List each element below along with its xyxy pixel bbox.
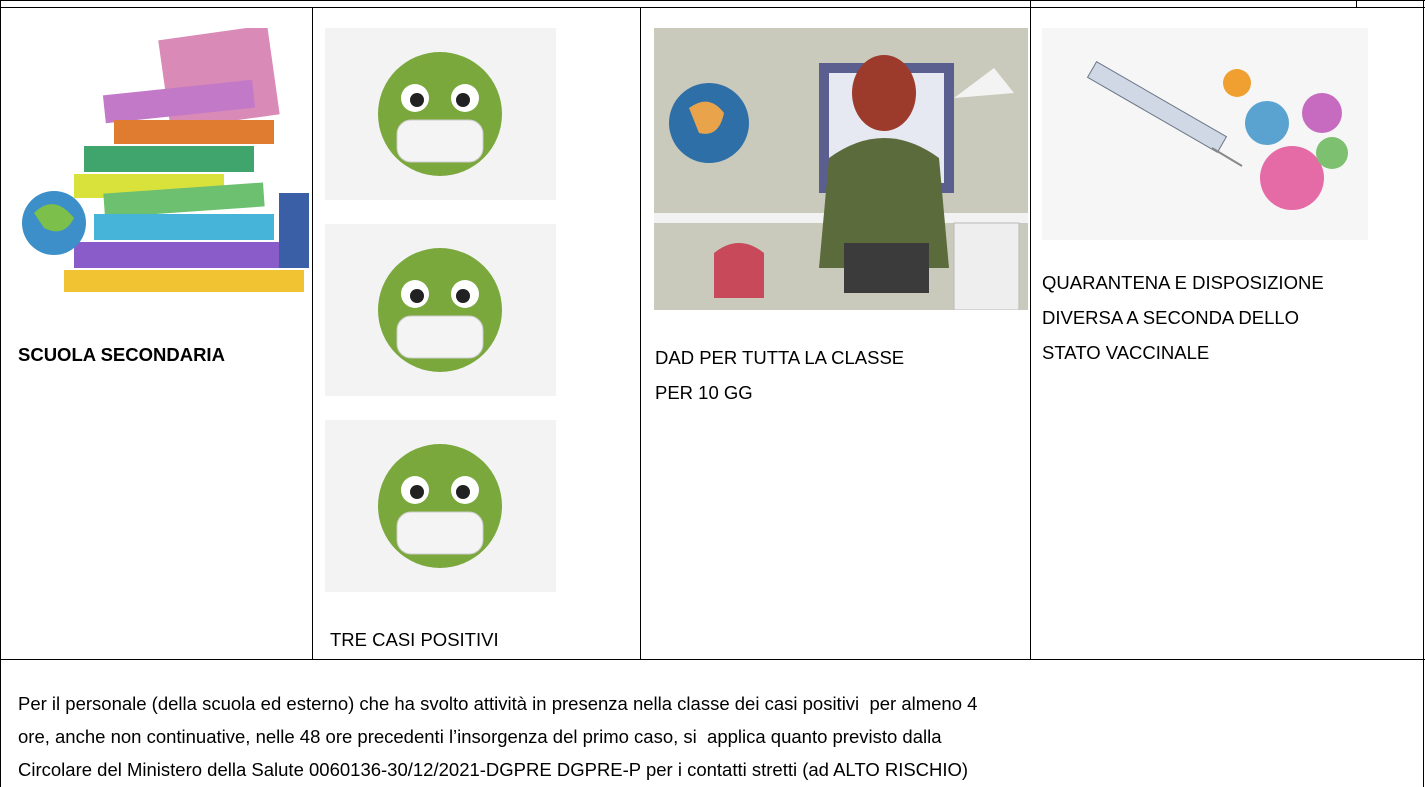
measure-line: DAD PER TUTTA LA CLASSE (655, 347, 905, 368)
books-illustration (22, 28, 309, 292)
border (1423, 0, 1424, 787)
border (0, 0, 1425, 1)
border (640, 7, 641, 659)
border (312, 7, 313, 659)
note-line: ore, anche non continuative, nelle 48 or… (18, 726, 942, 747)
measure-line: PER 10 GG (655, 382, 753, 403)
quarantine-line: DIVERSA A SECONDA DELLO (1042, 307, 1300, 328)
virus-illustrations (325, 28, 556, 592)
school-level: SCUOLA SECONDARIA (18, 344, 225, 365)
vaccine-illustration (1042, 28, 1368, 240)
note-line: Circolare del Ministero della Salute 006… (18, 759, 969, 780)
border (1030, 0, 1031, 659)
cases-label: TRE CASI POSITIVI (330, 629, 499, 650)
note-line: Per il personale (della scuola ed estern… (18, 693, 978, 714)
border (1356, 0, 1357, 7)
quarantine-line: QUARANTENA E DISPOSIZIONE (1042, 272, 1324, 293)
desk-illustration (654, 28, 1028, 310)
quarantine-line: STATO VACCINALE (1042, 342, 1210, 363)
border (0, 659, 1425, 660)
border (0, 7, 1425, 8)
border (0, 0, 1, 787)
